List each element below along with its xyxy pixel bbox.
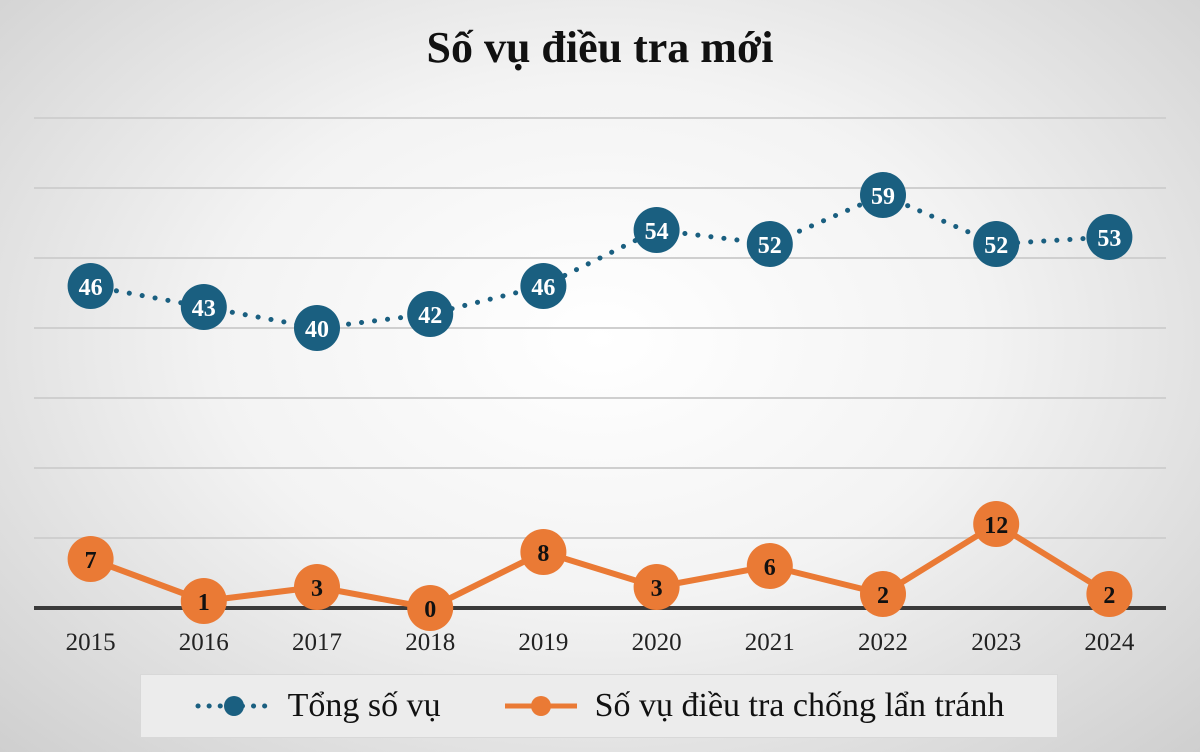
legend-swatch-anti-circumvention [504, 696, 577, 716]
data-label: 1 [198, 590, 210, 616]
data-point [67, 536, 114, 582]
data-point [407, 585, 454, 631]
data-point [860, 571, 906, 617]
data-label: 0 [424, 597, 436, 623]
data-point [1086, 571, 1133, 617]
data-point [520, 263, 567, 309]
legend-item-total: Tổng số vụ [194, 687, 441, 725]
x-tick-label: 2024 [1084, 629, 1135, 656]
legend-label-total: Tổng số vụ [287, 687, 441, 724]
data-point [407, 291, 454, 337]
data-point [294, 305, 340, 351]
legend-item-anti-circumvention: Số vụ điều tra chống lẩn tránh [501, 687, 1005, 725]
data-point [180, 284, 227, 330]
legend-swatch-total [195, 696, 273, 716]
x-tick-label: 2017 [292, 629, 342, 656]
x-tick-label: 2018 [405, 629, 455, 656]
data-label: 12 [984, 513, 1008, 539]
data-label: 2 [1103, 583, 1115, 609]
x-tick-label: 2019 [518, 629, 568, 656]
data-label: 46 [531, 275, 555, 301]
data-point [973, 221, 1020, 267]
legend-label-anti-circumvention: Số vụ điều tra chống lẩn tránh [594, 687, 1005, 724]
data-point [633, 207, 680, 253]
data-label: 40 [305, 317, 329, 343]
data-label: 54 [645, 219, 669, 245]
data-point [633, 564, 680, 610]
data-point [520, 529, 567, 575]
data-point [67, 263, 114, 309]
data-point [746, 221, 793, 267]
data-label: 42 [418, 303, 442, 329]
data-label: 52 [984, 233, 1008, 259]
data-label: 3 [651, 576, 663, 602]
x-tick-label: 2021 [745, 629, 795, 656]
series-line-total [88, 192, 1112, 331]
data-label: 43 [192, 296, 216, 322]
data-label: 8 [537, 541, 549, 567]
chart-legend: Tổng số vụ Số vụ điều tra chống lẩn trán… [140, 674, 1058, 738]
data-label: 6 [764, 555, 776, 581]
series-line-anti-circumvention [89, 521, 1111, 611]
data-label: 52 [758, 233, 782, 259]
x-tick-label: 2020 [632, 629, 682, 656]
x-tick-label: 2015 [66, 629, 116, 656]
data-point [180, 578, 227, 624]
data-point [860, 172, 906, 218]
x-tick-label: 2022 [858, 629, 908, 656]
data-point [746, 543, 793, 589]
data-point [294, 564, 340, 610]
data-label: 2 [877, 583, 889, 609]
data-point [1086, 214, 1133, 260]
data-label: 3 [311, 576, 323, 602]
data-label: 46 [79, 275, 103, 301]
x-tick-label: 2016 [179, 629, 229, 656]
chart-title: Số vụ điều tra mới [426, 23, 774, 72]
data-point [973, 501, 1020, 547]
data-label: 7 [85, 548, 97, 574]
x-tick-label: 2023 [971, 629, 1021, 656]
data-label: 59 [871, 184, 895, 210]
data-label: 53 [1097, 226, 1121, 252]
